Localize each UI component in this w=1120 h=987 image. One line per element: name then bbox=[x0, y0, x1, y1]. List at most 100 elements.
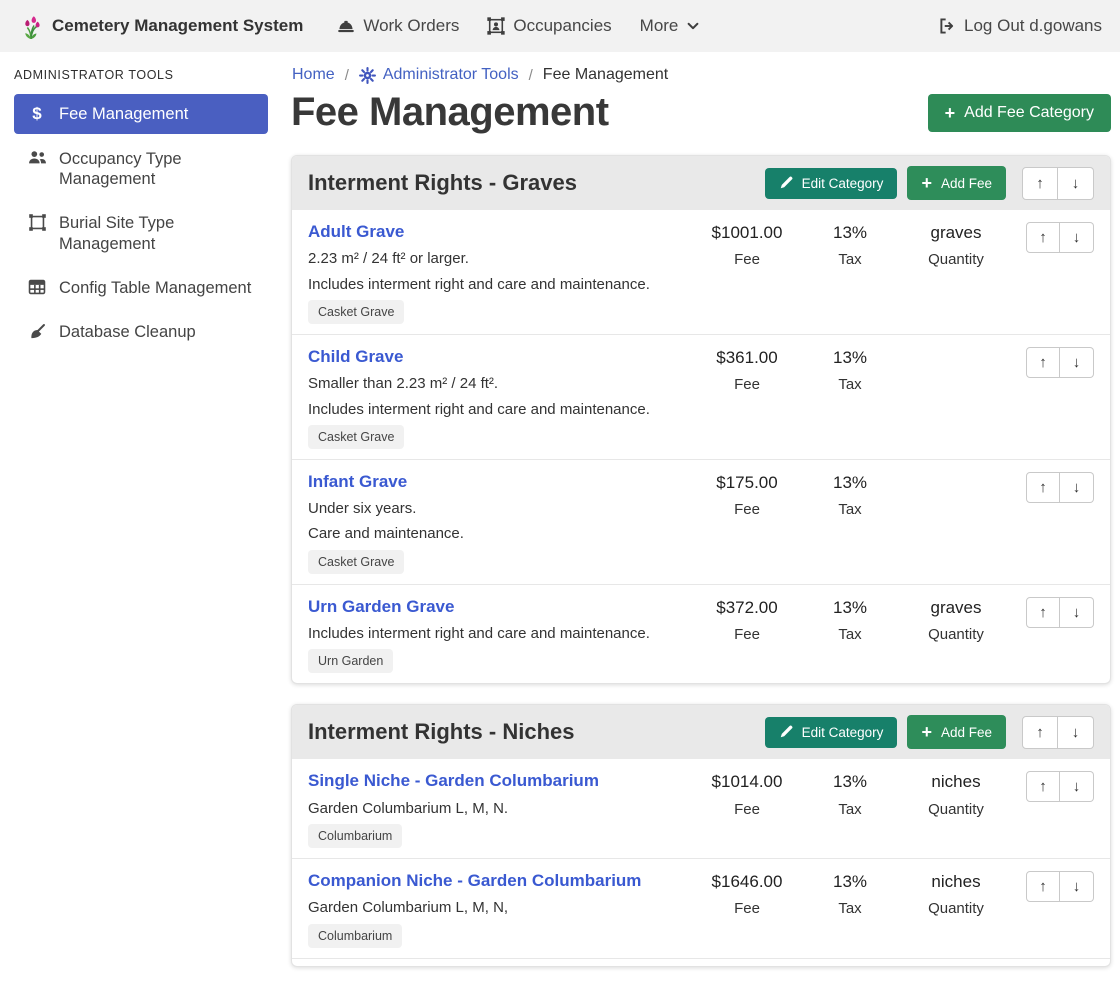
broom-icon bbox=[26, 323, 48, 341]
fee-reorder-group: ↑ ↓ bbox=[1026, 771, 1094, 802]
fee-description: Garden Columbarium L, M, N, bbox=[308, 898, 684, 918]
move-fee-up-button[interactable]: ↑ bbox=[1026, 472, 1060, 503]
table-icon bbox=[26, 279, 48, 295]
move-category-down-button[interactable]: ↓ bbox=[1058, 716, 1094, 749]
fee-name-link[interactable]: Urn Garden Grave bbox=[308, 597, 454, 617]
chevron-down-icon bbox=[686, 19, 700, 33]
dollar-icon: $ bbox=[26, 105, 48, 122]
sidebar-item-database-cleanup[interactable]: Database Cleanup bbox=[14, 313, 268, 351]
quantity-column: niches Quantity bbox=[898, 871, 1014, 917]
category-header: Interment Rights - Niches Edit Category … bbox=[292, 705, 1110, 759]
nav-work-orders[interactable]: Work Orders bbox=[337, 16, 459, 36]
move-category-down-button[interactable]: ↓ bbox=[1058, 167, 1094, 200]
fee-reorder-group: ↑ ↓ bbox=[1026, 472, 1094, 503]
tax-label: Tax bbox=[802, 376, 898, 393]
plus-icon: + bbox=[945, 104, 956, 122]
move-fee-down-button[interactable]: ↓ bbox=[1060, 871, 1094, 902]
fee-amount: $175.00 bbox=[692, 473, 802, 493]
nav-occupancies[interactable]: Occupancies bbox=[487, 16, 611, 36]
move-fee-down-button[interactable]: ↓ bbox=[1060, 347, 1094, 378]
move-fee-up-button[interactable]: ↑ bbox=[1026, 871, 1060, 902]
edit-category-button[interactable]: Edit Category bbox=[765, 168, 898, 199]
tax-value: 13% bbox=[802, 348, 898, 368]
move-fee-up-button[interactable]: ↑ bbox=[1026, 771, 1060, 802]
tulips-logo-icon bbox=[18, 12, 44, 40]
quantity-column: graves Quantity bbox=[898, 597, 1014, 643]
top-navbar: Cemetery Management System Work Orders O… bbox=[0, 0, 1120, 52]
sidebar-heading: ADMINISTRATOR TOOLS bbox=[14, 68, 268, 82]
tax-value: 13% bbox=[802, 598, 898, 618]
fee-name-link[interactable]: Companion Niche - Garden Columbarium bbox=[308, 871, 641, 891]
fee-amount-label: Fee bbox=[692, 801, 802, 818]
breadcrumb-home[interactable]: Home bbox=[292, 66, 335, 84]
sidebar-item-burial-site-type-management[interactable]: Burial Site Type Management bbox=[14, 204, 268, 262]
pencil-icon bbox=[779, 725, 793, 739]
gear-icon bbox=[359, 67, 376, 84]
fee-description: Includes interment right and care and ma… bbox=[308, 275, 684, 295]
sidebar-item-occupancy-type-management[interactable]: Occupancy Type Management bbox=[14, 140, 268, 198]
edit-category-button[interactable]: Edit Category bbox=[765, 717, 898, 748]
move-fee-down-button[interactable]: ↓ bbox=[1060, 597, 1094, 628]
main-content: Home/Administrator Tools/Fee Management … bbox=[280, 52, 1120, 987]
fee-amount-column: $1014.00 Fee bbox=[692, 771, 802, 817]
breadcrumb-separator: / bbox=[345, 67, 349, 84]
fee-amount-column: $1001.00 Fee bbox=[692, 222, 802, 268]
fee-name-link[interactable]: Adult Grave bbox=[308, 222, 404, 242]
move-fee-up-button[interactable]: ↑ bbox=[1026, 347, 1060, 378]
fee-description: Care and maintenance. bbox=[308, 524, 684, 544]
fee-reorder-group: ↑ ↓ bbox=[1026, 347, 1094, 378]
fee-name-link[interactable]: Single Niche - Garden Columbarium bbox=[308, 771, 599, 791]
fee-tag: Casket Grave bbox=[308, 300, 404, 324]
move-fee-down-button[interactable]: ↓ bbox=[1060, 771, 1094, 802]
occupancy-frame-icon bbox=[487, 17, 505, 35]
tax-label: Tax bbox=[802, 801, 898, 818]
quantity-unit: graves bbox=[898, 598, 1014, 618]
move-category-up-button[interactable]: ↑ bbox=[1022, 167, 1058, 200]
quantity-label: Quantity bbox=[898, 251, 1014, 268]
breadcrumb-separator: / bbox=[529, 67, 533, 84]
logout-link[interactable]: Log Out d.gowans bbox=[938, 16, 1102, 36]
category-header: Interment Rights - Graves Edit Category … bbox=[292, 156, 1110, 210]
move-fee-up-button[interactable]: ↑ bbox=[1026, 597, 1060, 628]
tax-column: 13% Tax bbox=[802, 472, 898, 518]
app-brand[interactable]: Cemetery Management System bbox=[18, 12, 303, 40]
fee-amount-label: Fee bbox=[692, 626, 802, 643]
fee-amount: $1001.00 bbox=[692, 223, 802, 243]
pencil-icon bbox=[779, 176, 793, 190]
fee-amount-column: $175.00 Fee bbox=[692, 472, 802, 518]
tax-column: 13% Tax bbox=[802, 597, 898, 643]
move-category-up-button[interactable]: ↑ bbox=[1022, 716, 1058, 749]
page-title: Fee Management bbox=[291, 90, 609, 135]
fee-category-card-interment-rights-graves: Interment Rights - Graves Edit Category … bbox=[291, 155, 1111, 684]
move-fee-down-button[interactable]: ↓ bbox=[1060, 222, 1094, 253]
nav-more-dropdown[interactable]: More bbox=[640, 16, 701, 36]
category-reorder-group: ↑ ↓ bbox=[1022, 167, 1094, 200]
fee-description: Smaller than 2.23 m² / 24 ft². bbox=[308, 374, 684, 394]
quantity-column: graves Quantity bbox=[898, 222, 1014, 268]
tax-column: 13% Tax bbox=[802, 347, 898, 393]
fee-name-link[interactable]: Child Grave bbox=[308, 347, 403, 367]
fee-amount-column: $372.00 Fee bbox=[692, 597, 802, 643]
move-fee-down-button[interactable]: ↓ bbox=[1060, 472, 1094, 503]
add-fee-button[interactable]: + Add Fee bbox=[907, 715, 1006, 749]
vector-square-icon bbox=[26, 214, 48, 231]
fee-row-urn-garden-grave: Urn Garden Grave Includes interment righ… bbox=[292, 584, 1110, 684]
category-title: Interment Rights - Graves bbox=[308, 170, 755, 196]
sidebar-item-config-table-management[interactable]: Config Table Management bbox=[14, 269, 268, 307]
quantity-column: Quantity bbox=[898, 347, 1014, 373]
tax-column: 13% Tax bbox=[802, 222, 898, 268]
category-reorder-group: ↑ ↓ bbox=[1022, 716, 1094, 749]
fee-amount-label: Fee bbox=[692, 501, 802, 518]
move-fee-up-button[interactable]: ↑ bbox=[1026, 222, 1060, 253]
sidebar-item-fee-management[interactable]: $ Fee Management bbox=[14, 94, 268, 134]
quantity-unit: graves bbox=[898, 223, 1014, 243]
fee-amount: $1014.00 bbox=[692, 772, 802, 792]
fee-reorder-group: ↑ ↓ bbox=[1026, 597, 1094, 628]
fee-reorder-group: ↑ ↓ bbox=[1026, 871, 1094, 902]
fee-name-link[interactable]: Infant Grave bbox=[308, 472, 407, 492]
add-fee-category-button[interactable]: + Add Fee Category bbox=[928, 94, 1111, 132]
add-fee-button[interactable]: + Add Fee bbox=[907, 166, 1006, 200]
fee-amount-column: $361.00 Fee bbox=[692, 347, 802, 393]
fee-category-card-interment-rights-niches: Interment Rights - Niches Edit Category … bbox=[291, 704, 1111, 966]
breadcrumb-administrator-tools[interactable]: Administrator Tools bbox=[359, 66, 519, 84]
